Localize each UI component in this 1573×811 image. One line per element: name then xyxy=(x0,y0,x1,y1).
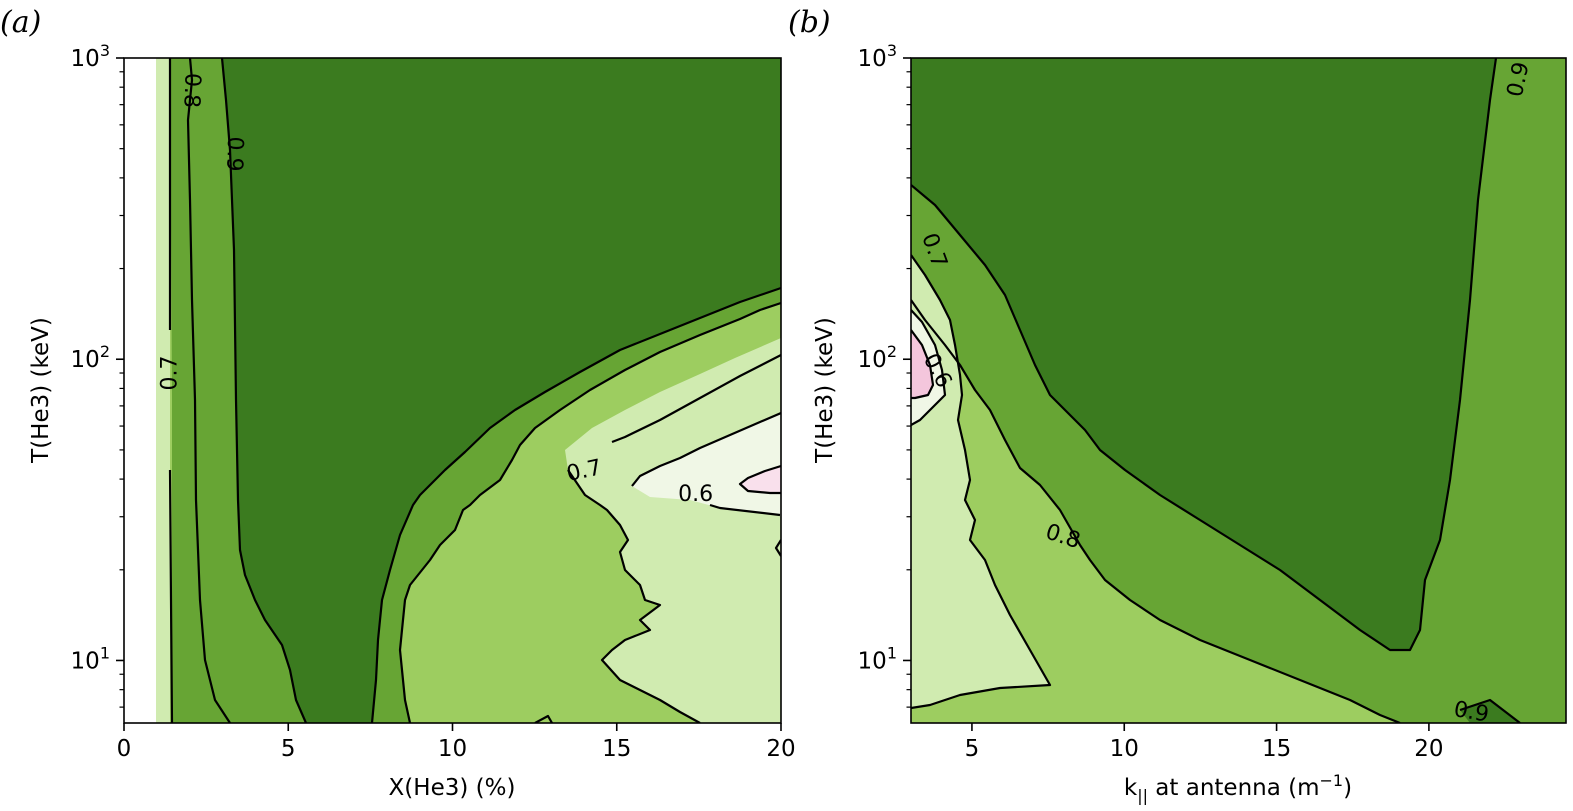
panel-a-contour-0.9-right xyxy=(370,286,781,723)
panel-a-x-tick-label: 20 xyxy=(766,736,795,762)
panel-b-x-axis-rest: at antenna (m xyxy=(1148,775,1320,801)
panel-a-y-tick-label: 103 xyxy=(71,41,110,72)
panel-b-y-tick-label: 101 xyxy=(858,643,897,674)
y-tick-base: 10 xyxy=(71,648,100,674)
panel-b-label: (b) xyxy=(788,5,831,40)
y-tick-exp: 3 xyxy=(887,41,897,60)
panel-a-contour-label: 0.8 xyxy=(178,73,204,109)
panel-b-x-axis-end: ) xyxy=(1343,775,1352,801)
y-tick-exp: 2 xyxy=(887,342,897,361)
panel-b-contour-0.7 xyxy=(911,254,1052,710)
panel-a-contour-0.9 xyxy=(220,58,308,723)
panel-a-contour-right-fragment xyxy=(774,539,781,557)
panel-b-x-axis-label: k|| at antenna (m−1) xyxy=(1124,771,1352,805)
panel-b-fill-gt-0.9 xyxy=(911,58,1496,650)
panel-a-contour-0.8 xyxy=(186,58,231,723)
panel-a-x-tick-label: 15 xyxy=(602,736,631,762)
panel-b-contour-0.9-bottom xyxy=(1459,698,1521,723)
panel-a-x-tick-label: 5 xyxy=(281,736,296,762)
panel-a-contour-0.8-right xyxy=(398,301,781,723)
y-tick-exp: 3 xyxy=(100,41,110,60)
panel-a-contour-labels: 0.80.90.70.70.6 xyxy=(157,73,713,507)
panel-a-fill-0.55-0.6 xyxy=(632,413,781,520)
panel-a-y-axis-label: T(He3) (keV) xyxy=(28,317,54,464)
panel-b-fills xyxy=(911,58,1566,723)
y-tick-base: 10 xyxy=(71,347,100,373)
y-tick-exp: 1 xyxy=(887,643,897,662)
y-tick-base: 10 xyxy=(858,347,887,373)
y-tick-exp: 2 xyxy=(100,342,110,361)
panel-b-x-tick-label: 15 xyxy=(1262,736,1291,762)
panel-a-contour-lines xyxy=(168,58,781,723)
panel-b-x-tick-label: 20 xyxy=(1414,736,1443,762)
panel-b-contour-0.9 xyxy=(911,58,1498,652)
panel-b-x-tick-label: 5 xyxy=(965,736,980,762)
panel-a-fills xyxy=(124,58,781,723)
panel-b-contour-0.8 xyxy=(911,299,1401,723)
panel-a-label: (a) xyxy=(0,5,41,40)
y-tick-base: 10 xyxy=(858,648,887,674)
y-tick-exp: 1 xyxy=(100,643,110,662)
panel-a-contour-label: 0.7 xyxy=(157,356,182,391)
panel-a-contour-bottom-fragment xyxy=(534,714,553,723)
panel-a-contour-0.6-lower xyxy=(709,503,781,517)
panel-b-contour-0.5 xyxy=(911,329,935,400)
panel-a-contour-0.6 xyxy=(631,411,781,487)
panel-b-fill-0.6-0.7 xyxy=(911,255,1050,708)
panel-a-contour-0.7-left-lower xyxy=(168,469,174,723)
panel-b-y-axis-label: T(He3) (keV) xyxy=(812,317,838,464)
panel-b-contour-lines xyxy=(911,58,1521,723)
panel-a-fill-gt-0.9 xyxy=(222,58,781,723)
panel-b-x-axis-sup: −1 xyxy=(1320,771,1344,790)
panel-a-contour-0.7-right-upper xyxy=(611,354,781,444)
panel-b-x-axis-sub: || xyxy=(1137,786,1148,805)
panel-a-contour-label: 0.9 xyxy=(221,136,247,172)
panel-b-contour-label: 0.9 xyxy=(1452,697,1491,728)
panel-a-contour-label: 0.6 xyxy=(678,482,713,507)
panel-b-fill-lt-0.5 xyxy=(911,330,933,398)
panel-a-y-tick-label: 102 xyxy=(71,342,110,373)
panel-a-x-tick-label: 10 xyxy=(438,736,467,762)
panel-a-contour-0.7-right xyxy=(567,469,701,723)
panel-b-contour-0.6 xyxy=(911,309,947,426)
panel-a-contour-0.55 xyxy=(738,464,781,495)
panel-a-x-axis-label: X(He3) (%) xyxy=(389,775,516,801)
panel-b-frame xyxy=(910,57,1567,724)
y-tick-base: 10 xyxy=(71,46,100,72)
panel-a-x-tick-label: 0 xyxy=(117,736,132,762)
panel-b-x-tick-label: 10 xyxy=(1110,736,1139,762)
panel-b-y-tick-label: 103 xyxy=(858,41,897,72)
panel-a-y-tick-label: 101 xyxy=(71,643,110,674)
panel-b-fill-0.7-0.8 xyxy=(911,300,1400,723)
panel-b-y-tick-label: 102 xyxy=(858,342,897,373)
panel-b-x-axis-k: k xyxy=(1124,775,1138,801)
panel-a-fill-lt-0.55 xyxy=(740,466,781,493)
y-tick-base: 10 xyxy=(858,46,887,72)
